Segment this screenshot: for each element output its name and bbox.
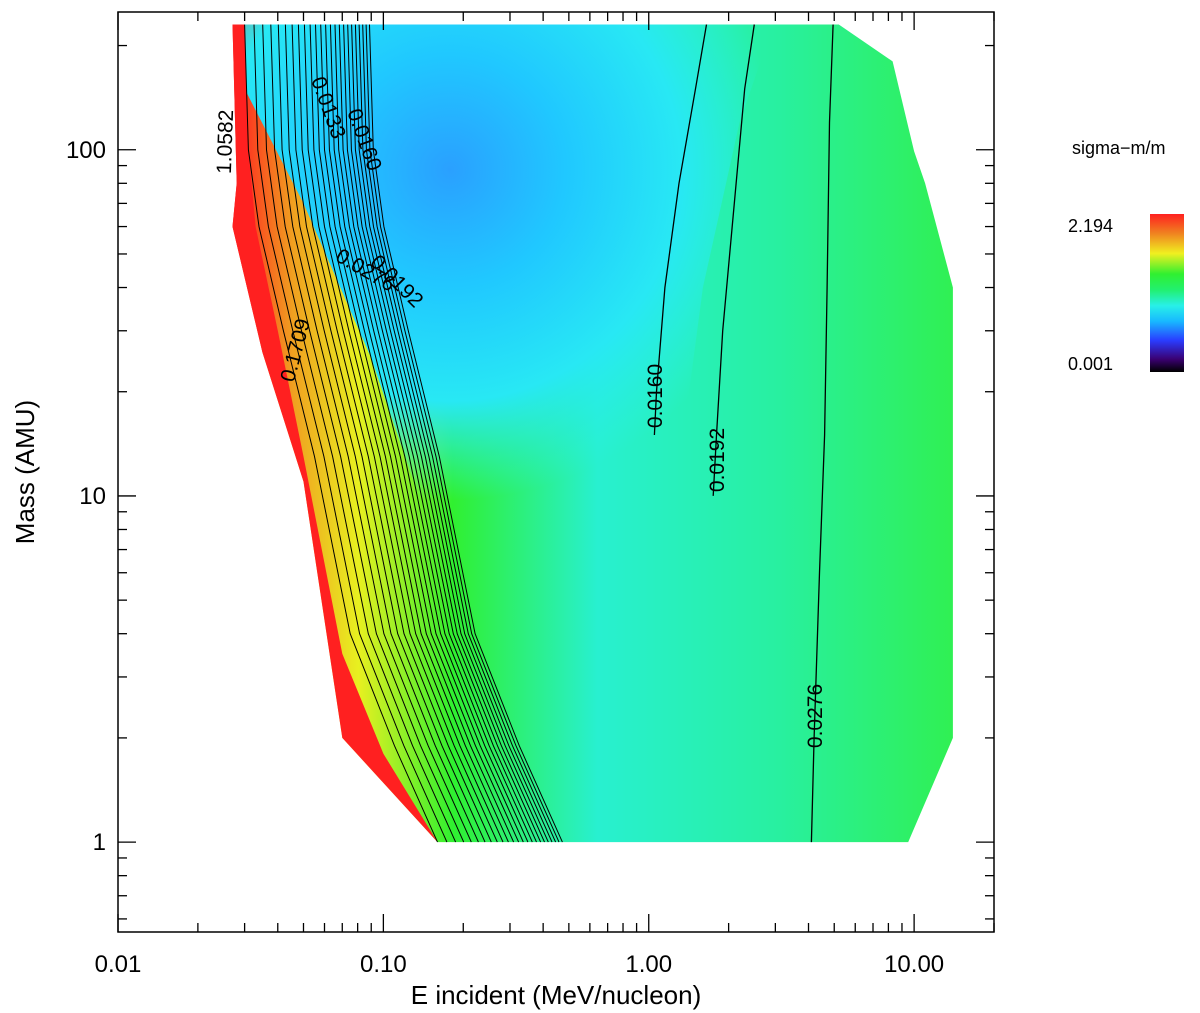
contour-label: 0.0160	[644, 364, 667, 428]
y-tick-label: 10	[79, 483, 106, 510]
y-tick-label: 100	[66, 137, 106, 164]
dense-contour-line	[303, 24, 498, 843]
blue-region	[244, 24, 774, 754]
colorbar-title: sigma−m/m	[1072, 138, 1166, 158]
dense-contour-line	[354, 24, 549, 843]
x-tick-label: 0.01	[95, 951, 142, 978]
x-axis-label: E incident (MeV/nucleon)	[411, 980, 701, 1010]
dense-contour-line	[291, 24, 486, 843]
dense-contour-line	[325, 24, 520, 843]
plot-frame	[117, 11, 995, 933]
dense-contour-line	[347, 24, 542, 843]
x-tick-label: 10.00	[884, 951, 944, 978]
dense-contour-line	[365, 24, 560, 843]
colorbar-min-label: 0.001	[1068, 354, 1113, 374]
dense-contour-line	[270, 24, 465, 843]
x-tick-label: 0.10	[360, 951, 407, 978]
contour-lines	[653, 24, 834, 843]
contour-line	[712, 24, 755, 496]
y-axis-ticks: 1 10 100	[66, 44, 994, 920]
dense-contour-line	[358, 24, 553, 843]
red-edge-region	[232, 24, 438, 843]
contour-fill	[232, 24, 953, 843]
x-tick-label: 1.00	[625, 951, 672, 978]
contour-label: 0.0276	[804, 684, 827, 748]
dense-contour-line	[309, 24, 504, 843]
dense-contour-line	[253, 24, 448, 843]
dense-contour-line	[369, 24, 563, 843]
contour-label: 1.0582	[213, 109, 238, 174]
dense-contour-line	[334, 24, 529, 843]
dense-contour-line	[277, 24, 472, 843]
y-axis-label: Mass (AMU)	[10, 400, 40, 544]
dense-contour-line	[320, 24, 515, 843]
dense-contour-line	[284, 24, 479, 843]
colorbar-ramp	[1150, 214, 1184, 372]
dense-contour-line	[329, 24, 524, 843]
dense-contour-line	[262, 24, 457, 843]
dense-contour-line	[343, 24, 537, 843]
x-axis-ticks: 0.01 0.10 1.00 10.00	[95, 12, 995, 978]
dense-contour-line	[297, 24, 492, 843]
dense-contour-line	[244, 24, 438, 843]
dense-contour-lines	[244, 24, 563, 843]
y-tick-label: 1	[93, 829, 106, 856]
dense-contour-line	[315, 24, 509, 843]
contour-line	[810, 24, 834, 843]
colorbar: sigma−m/m 2.194 0.001	[1068, 138, 1184, 374]
dense-contour-line	[362, 24, 557, 843]
colorbar-max-label: 2.194	[1068, 216, 1113, 236]
contour-label: 0.0192	[706, 428, 729, 492]
contour-line	[653, 24, 708, 436]
dense-contour-line	[351, 24, 545, 843]
dense-contour-line	[338, 24, 533, 843]
